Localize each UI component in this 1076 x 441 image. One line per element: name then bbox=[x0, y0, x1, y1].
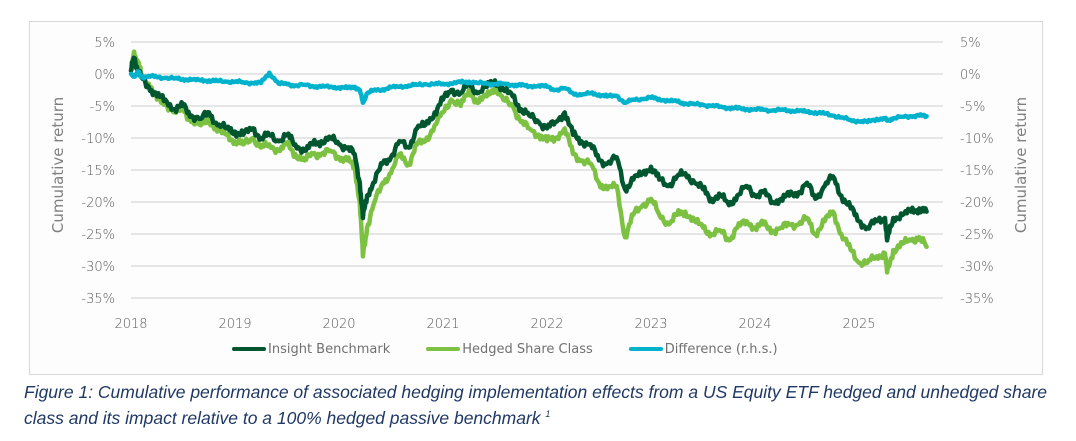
y-tick-label-left: -5% bbox=[90, 100, 115, 115]
legend-label: Hedged Share Class bbox=[462, 341, 593, 357]
x-tick-label: 2023 bbox=[634, 317, 667, 332]
y-tick-label-right: -30% bbox=[960, 260, 994, 275]
legend: Insight Benchmark Hedged Share Class Dif… bbox=[232, 338, 814, 360]
y-tick-label-right: -20% bbox=[960, 196, 994, 211]
legend-item-insight-benchmark: Insight Benchmark bbox=[232, 342, 390, 357]
series-lines bbox=[128, 49, 929, 275]
y-axis-left-ticks: 5% 0% -5% -10% -15% -20% -25% -30% -35% bbox=[81, 36, 115, 307]
x-axis-ticks: 2018 2019 2020 2021 2022 2023 2024 2025 bbox=[114, 317, 875, 332]
y-axis-right-ticks: 5% 0% -5% -10% -15% -20% -25% -30% -35% bbox=[960, 36, 994, 307]
x-tick-label: 2018 bbox=[114, 317, 147, 332]
legend-label: Insight Benchmark bbox=[268, 341, 391, 357]
gridlines bbox=[131, 41, 943, 299]
caption-footnote: 1 bbox=[545, 409, 551, 419]
y-tick-label-left: 5% bbox=[94, 36, 115, 51]
y-tick-label-right: 0% bbox=[960, 68, 981, 83]
x-tick-label: 2025 bbox=[842, 317, 875, 332]
y-tick-label-right: -10% bbox=[960, 132, 994, 147]
y-tick-label-right: -25% bbox=[960, 228, 994, 243]
caption-text: Figure 1: Cumulative performance of asso… bbox=[24, 382, 1048, 428]
y-tick-label-left: -15% bbox=[81, 164, 115, 179]
x-tick-label: 2022 bbox=[530, 317, 563, 332]
legend-item-difference: Difference (r.h.s.) bbox=[628, 341, 778, 357]
y-tick-label-left: -20% bbox=[81, 196, 115, 211]
legend-swatch-insight-benchmark bbox=[232, 347, 266, 351]
x-tick-label: 2019 bbox=[218, 317, 251, 332]
legend-swatch-difference bbox=[628, 347, 663, 351]
x-tick-label: 2020 bbox=[322, 317, 355, 332]
x-tick-label: 2024 bbox=[738, 317, 771, 332]
series-line-hedged-share-class bbox=[128, 49, 929, 275]
y-tick-label-right: -5% bbox=[960, 100, 985, 115]
y-tick-label-left: -10% bbox=[81, 132, 115, 147]
y-tick-label-right: -15% bbox=[960, 164, 994, 179]
y-tick-label-left: 0% bbox=[94, 68, 115, 83]
y-tick-label-right: -35% bbox=[960, 292, 994, 307]
y-tick-label-left: -25% bbox=[81, 228, 115, 243]
legend-label: Difference (r.h.s.) bbox=[664, 341, 778, 357]
series-line-difference-r-h-s bbox=[128, 68, 929, 125]
y-tick-label-left: -35% bbox=[81, 292, 115, 307]
y-tick-label-right: 5% bbox=[960, 36, 981, 51]
y-axis-right-title: Cumulative return bbox=[1012, 97, 1030, 233]
y-tick-label-left: -30% bbox=[81, 260, 115, 275]
y-axis-left-title: Cumulative return bbox=[49, 97, 67, 233]
x-tick-label: 2021 bbox=[426, 317, 459, 332]
legend-swatch-hedged-share-class bbox=[426, 347, 461, 351]
figure-caption: Figure 1: Cumulative performance of asso… bbox=[24, 381, 1064, 429]
series-line-insight-benchmark bbox=[128, 55, 929, 243]
legend-item-hedged-share-class: Hedged Share Class bbox=[426, 342, 593, 357]
